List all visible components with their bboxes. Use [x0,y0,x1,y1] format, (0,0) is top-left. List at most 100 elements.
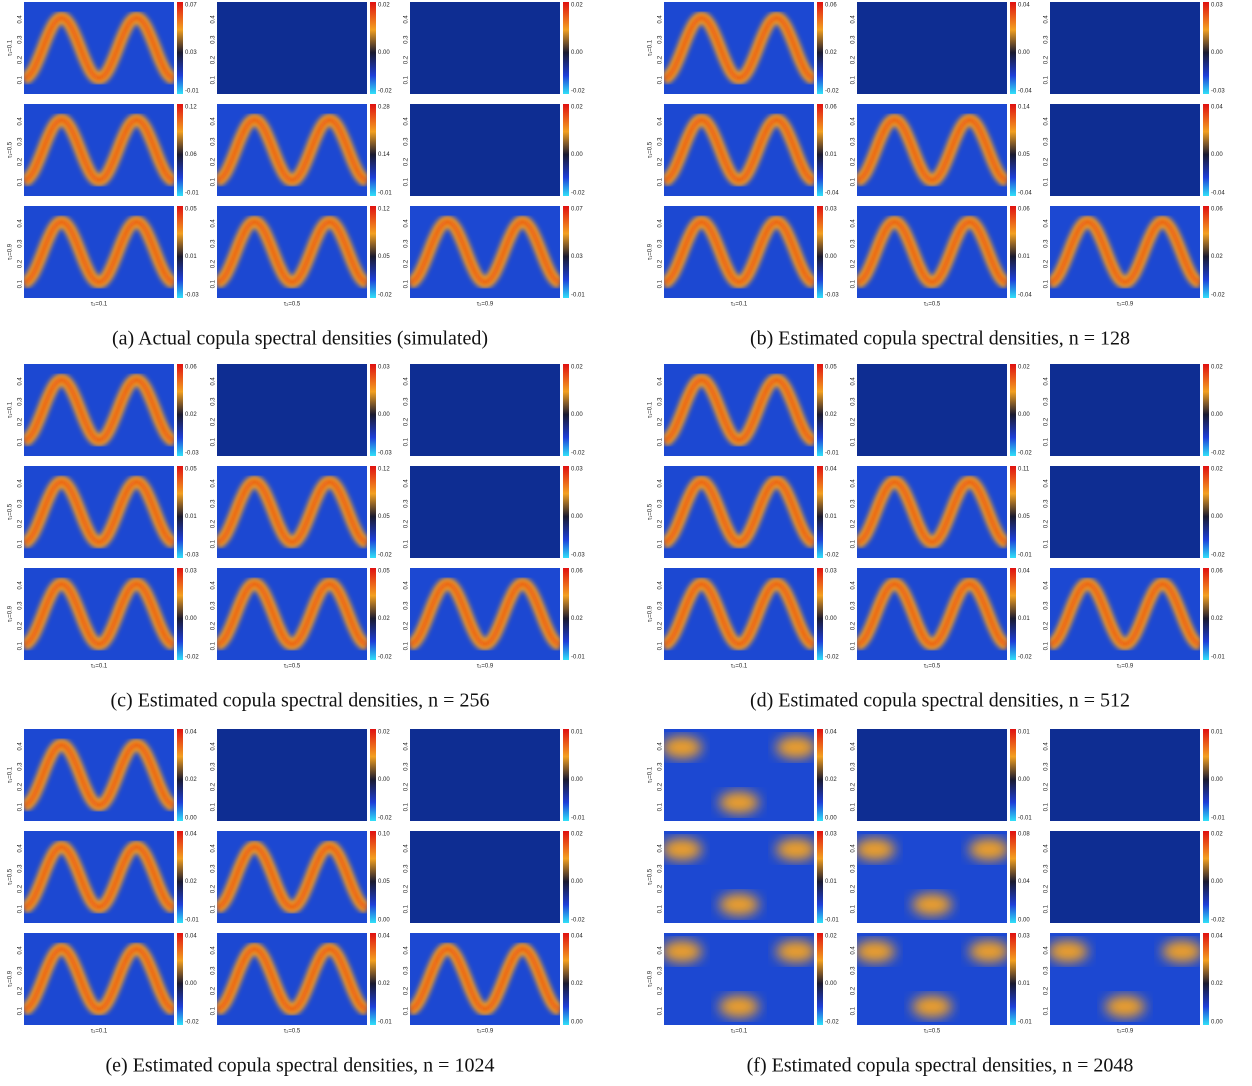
heatmap-bg [1050,2,1200,94]
heatmap-panel [857,466,1007,558]
heatmap-content [24,840,174,914]
colorbar [370,466,376,558]
colorbar [370,104,376,196]
y-tick-label: 0.1 [404,75,410,84]
colorbar-label: 0.07 [185,3,197,9]
y-tick-label: 0.1 [18,1006,24,1015]
colorbar [370,568,376,660]
y-tick-label: 0.3 [18,35,24,44]
col-label: τ₂=0.1 [91,302,108,308]
colorbar-label: -0.01 [378,191,392,197]
heatmap-bg [410,729,560,821]
row-label: τ₁=0.9 [8,243,14,260]
colorbar [1203,729,1209,821]
colorbar [817,2,823,94]
y-tick-label: 0.3 [658,499,664,508]
y-tick-label: 0.1 [18,904,24,913]
y-tick-label: 0.3 [851,137,857,146]
colorbar [177,933,183,1025]
row-label: τ₁=0.9 [8,970,14,987]
y-tick-label: 0.2 [658,519,664,528]
y-tick-label: 0.4 [211,377,217,386]
colorbar-label: 0.02 [571,3,583,9]
density-ridge [217,480,367,544]
colorbar-label: 0.00 [1211,152,1223,158]
heatmap-content [217,840,367,914]
colorbar-label: 0.02 [378,3,390,9]
heatmap-panel [410,206,560,298]
y-tick-label: 0.2 [1044,782,1050,791]
heatmap-panel [1050,933,1200,1025]
colorbar-label: -0.02 [571,89,585,95]
colorbar [1010,104,1016,196]
y-tick-label: 0.1 [211,802,217,811]
heatmap-panel [664,2,814,94]
colorbar-label: 0.00 [571,777,583,783]
y-tick-label: 0.3 [18,137,24,146]
y-tick-label: 0.3 [1044,762,1050,771]
y-tick-label: 0.2 [658,417,664,426]
col-label: τ₂=0.9 [477,302,494,308]
heatmap-panel [24,104,174,196]
colorbar-label: -0.01 [1211,816,1225,822]
colorbar-label: 0.04 [1018,3,1030,9]
colorbar [370,2,376,94]
y-tick-label: 0.1 [851,802,857,811]
colorbar-label: 0.01 [185,514,197,520]
heatmap-panel [24,364,174,456]
colorbar-label: 0.06 [1211,207,1223,213]
colorbar [1010,729,1016,821]
colorbar-label: 0.00 [1211,514,1223,520]
heatmap-content [24,738,174,812]
colorbar-label: -0.01 [185,89,199,95]
density-ridge [664,16,814,80]
y-tick-label: 0.4 [211,581,217,590]
colorbar-label: 0.03 [378,365,390,371]
density-blob [664,940,702,963]
heatmap-content [664,475,814,549]
heatmap-panel [217,2,367,94]
colorbar-label: 0.02 [1211,467,1223,473]
density-blob [664,838,702,861]
heatmap-content [1050,577,1200,651]
heatmap-bg [1050,729,1200,821]
y-tick-label: 0.3 [851,966,857,975]
colorbar-label: 0.05 [378,879,390,885]
colorbar-label: -0.02 [378,655,392,661]
y-tick-label: 0.4 [851,479,857,488]
y-tick-label: 0.4 [404,742,410,751]
y-tick-label: 0.4 [1044,479,1050,488]
heatmap-content [24,942,174,1016]
y-tick-label: 0.3 [1044,397,1050,406]
y-tick-label: 0.3 [18,762,24,771]
heatmap-panel [664,104,814,196]
heatmap-content [857,940,1007,1018]
y-tick-label: 0.1 [404,904,410,913]
colorbar-label: 0.02 [825,412,837,418]
y-tick-label: 0.2 [18,621,24,630]
colorbar [177,104,183,196]
heatmap-bg [217,364,367,456]
heatmap-panel [24,206,174,298]
y-tick-label: 0.3 [18,397,24,406]
y-tick-label: 0.1 [211,1006,217,1015]
y-tick-label: 0.2 [658,986,664,995]
y-tick-label: 0.2 [851,884,857,893]
colorbar [817,206,823,298]
colorbar-label: 0.05 [185,467,197,473]
y-tick-label: 0.3 [658,397,664,406]
colorbar-label: 0.05 [378,569,390,575]
y-tick-label: 0.3 [851,864,857,873]
heatmap-content [1050,215,1200,289]
density-blob [969,940,1007,963]
col-label: τ₂=0.5 [284,302,301,308]
colorbar [817,104,823,196]
colorbar-label: -0.02 [1018,655,1032,661]
col-label: τ₂=0.1 [91,1029,108,1035]
colorbar-label: 0.03 [571,254,583,260]
y-tick-label: 0.1 [658,75,664,84]
colorbar-label: 0.00 [571,879,583,885]
density-blob [857,940,895,963]
y-tick-label: 0.3 [18,499,24,508]
y-tick-label: 0.4 [18,946,24,955]
